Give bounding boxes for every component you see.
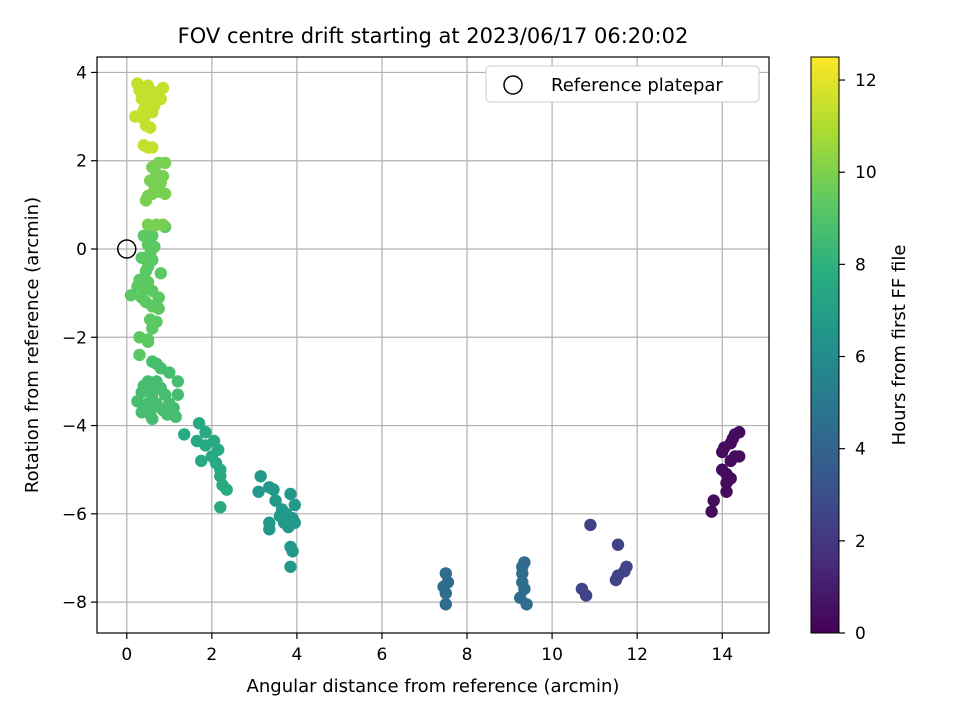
data-point	[286, 545, 299, 558]
data-point	[707, 494, 720, 507]
colorbar-ticks: 0 2 4 6 8 10 12	[839, 71, 877, 644]
data-point	[135, 251, 148, 264]
x-tick-label: 2	[206, 645, 217, 665]
y-tick-label: −2	[62, 328, 87, 348]
plot-frame	[96, 56, 770, 634]
data-point	[152, 302, 165, 315]
data-point	[716, 445, 729, 459]
data-point	[146, 322, 159, 335]
data-point	[220, 483, 233, 496]
data-point	[252, 485, 265, 498]
colorbar-tick-label: 0	[855, 624, 866, 644]
data-point	[516, 567, 529, 580]
data-point	[439, 598, 452, 611]
data-point	[705, 505, 718, 518]
data-point	[192, 417, 206, 430]
legend-box	[485, 65, 760, 103]
y-tick-label: 0	[76, 240, 87, 260]
data-point	[178, 428, 191, 441]
scatter-points	[124, 77, 746, 611]
data-point	[611, 538, 625, 551]
data-point	[133, 348, 146, 362]
y-tick-label: −8	[62, 593, 87, 613]
x-tick-label: 8	[462, 645, 473, 665]
x-tick-label: 4	[291, 645, 302, 665]
reference-point-marker	[117, 239, 137, 259]
legend-label: Reference platepar	[551, 75, 723, 96]
data-point	[520, 598, 533, 611]
data-point	[214, 501, 227, 514]
colorbar-tick-label: 4	[855, 440, 866, 460]
data-point	[144, 121, 157, 134]
chart-title: FOV centre drift starting at 2023/06/17 …	[178, 24, 689, 48]
data-point	[124, 289, 138, 302]
legend: Reference platepar	[485, 65, 760, 103]
y-tick-label: −6	[62, 505, 87, 525]
colorbar-label: Hours from first FF file	[889, 245, 910, 446]
colorbar-tick-label: 6	[855, 348, 866, 368]
y-axis-label: Rotation from reference (arcmin)	[22, 197, 43, 493]
data-point	[584, 518, 597, 532]
data-point	[139, 264, 153, 278]
plot-background	[97, 57, 769, 633]
data-point	[199, 439, 212, 452]
data-point	[724, 454, 737, 468]
data-point	[163, 366, 176, 379]
data-point	[199, 426, 212, 439]
data-point	[158, 156, 172, 170]
x-tick-label: 14	[711, 645, 733, 665]
data-point	[146, 141, 159, 154]
data-point	[284, 487, 297, 501]
data-point	[254, 470, 267, 483]
x-tick-label: 12	[626, 645, 648, 665]
data-point	[171, 388, 184, 401]
y-axis-ticks: −8 −6 −4 −2 0 2 4	[62, 63, 97, 613]
data-point	[267, 483, 280, 496]
y-tick-label: 2	[76, 152, 87, 172]
colorbar-tick-label: 12	[855, 71, 877, 91]
legend-marker-icon	[503, 75, 523, 95]
data-point	[146, 412, 159, 426]
data-point	[169, 410, 182, 423]
grid-lines	[97, 57, 769, 633]
data-point	[720, 476, 733, 490]
colorbar-tick-label: 10	[855, 163, 877, 183]
data-point	[141, 218, 155, 231]
data-point	[288, 498, 301, 512]
data-point	[284, 560, 297, 573]
data-point	[131, 77, 144, 90]
data-point	[720, 485, 733, 498]
data-point	[439, 587, 452, 600]
x-tick-label: 0	[121, 645, 132, 665]
data-point	[141, 335, 155, 348]
data-point	[579, 589, 593, 602]
data-point	[195, 454, 208, 468]
plot-area: 0 2 4 6 8 10 12 14 −8 −6 −4 −2 0 2 4	[62, 56, 770, 665]
data-point	[158, 187, 172, 200]
colorbar-tick-label: 2	[855, 532, 866, 552]
y-tick-label: −4	[62, 417, 87, 437]
colorbar: 0 2 4 6 8 10 12 Hours from first FF file	[810, 56, 910, 644]
colorbar-tick-label: 8	[855, 255, 866, 275]
data-point	[269, 494, 282, 507]
data-point	[171, 375, 184, 388]
data-point	[154, 267, 167, 280]
x-axis-ticks: 0 2 4 6 8 10 12 14	[121, 633, 733, 665]
y-tick-label: 4	[76, 63, 87, 83]
x-axis-label: Angular distance from reference (arcmin)	[247, 676, 620, 697]
data-point	[156, 218, 170, 231]
data-point	[156, 81, 170, 95]
x-tick-label: 6	[377, 645, 388, 665]
colorbar-gradient	[810, 56, 840, 634]
data-point	[263, 523, 276, 536]
x-tick-label: 10	[541, 645, 563, 665]
data-point	[141, 79, 155, 92]
data-point	[609, 573, 623, 587]
data-point	[282, 520, 295, 534]
